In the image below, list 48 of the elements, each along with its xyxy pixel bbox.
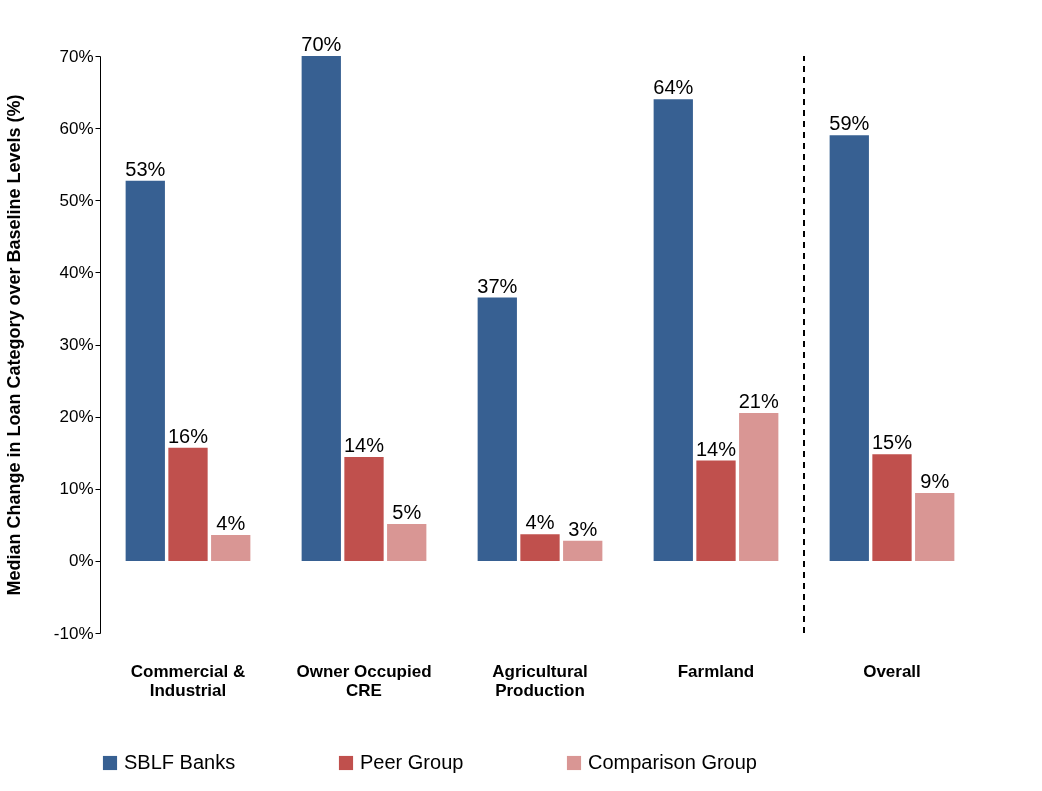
y-tick-label: 40% — [59, 262, 94, 282]
y-tick-label: 50% — [59, 190, 94, 210]
legend-label: Comparison Group — [588, 751, 757, 773]
data-label: 53% — [125, 157, 166, 180]
y-tick-label: 10% — [59, 479, 94, 499]
bar — [915, 493, 955, 561]
y-tick-label: 20% — [59, 407, 94, 427]
data-label: 5% — [392, 501, 422, 524]
data-label: 59% — [829, 112, 870, 135]
y-tick-label: 30% — [59, 335, 94, 354]
y-tick-label: 60% — [59, 118, 94, 138]
data-label: 64% — [653, 76, 694, 99]
data-label: 3% — [568, 517, 598, 540]
x-tick-label: Overall — [863, 661, 921, 681]
data-label: 21% — [738, 390, 779, 413]
y-tick-label: -10% — [53, 623, 94, 643]
bar — [563, 540, 603, 561]
bar — [829, 135, 869, 561]
bar — [653, 99, 693, 561]
bar — [211, 534, 251, 561]
data-label: 37% — [477, 274, 518, 297]
legend-label: SBLF Banks — [124, 751, 236, 773]
data-label: 14% — [695, 437, 737, 460]
y-axis-title: Median Change in Loan Category over Baseline Levels (%) — [3, 94, 24, 596]
bar — [125, 180, 165, 561]
bar — [477, 297, 517, 561]
data-label: 4% — [216, 511, 246, 534]
bar — [872, 454, 912, 561]
y-tick-label: 70% — [59, 46, 94, 66]
data-label: 4% — [525, 511, 555, 534]
bar — [739, 413, 779, 561]
x-tick-label: Farmland — [677, 661, 755, 681]
data-label: 15% — [871, 431, 913, 454]
y-tick-label: 0% — [68, 551, 94, 571]
data-label: 9% — [920, 470, 950, 493]
bar — [387, 524, 427, 561]
data-label: 70% — [301, 33, 342, 55]
bar — [344, 457, 384, 561]
bar — [520, 534, 560, 561]
x-tick-label: Owner Occupied CRE — [296, 661, 432, 700]
bar — [301, 56, 341, 561]
bar — [168, 447, 208, 561]
bar — [696, 460, 736, 561]
data-label: 16% — [167, 424, 209, 447]
data-label: 14% — [343, 434, 385, 457]
x-tick-label: Commercial & Industrial — [130, 661, 246, 700]
x-tick-label: Agricultural Production — [492, 661, 588, 700]
legend-label: Peer Group — [360, 751, 464, 773]
